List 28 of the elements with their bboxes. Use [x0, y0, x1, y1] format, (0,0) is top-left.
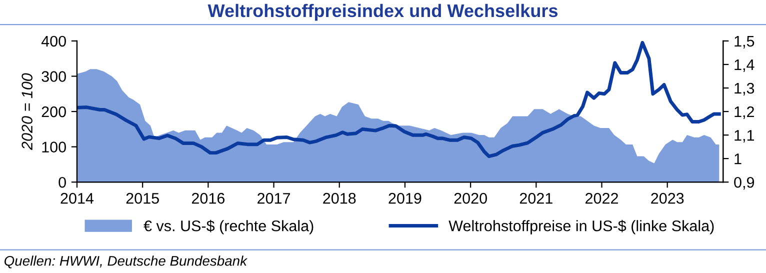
x-tick-label: 2021 [520, 192, 552, 204]
y-tick-label: 300 [42, 71, 66, 82]
legend-label: € vs. US-$ (rechte Skala) [144, 220, 314, 234]
chart-title: Weltrohstoffpreisindex und Wechselkurs [208, 4, 558, 21]
y2-tick-label: 0,9 [734, 176, 754, 190]
x-tick-label: 2014 [60, 192, 94, 204]
y-tick-label: 400 [41, 36, 66, 47]
y2-tick-label: 1,5 [734, 36, 754, 48]
y2-tick-label: 1,4 [734, 60, 754, 72]
x-tick-label: 2016 [192, 192, 224, 204]
source-note: Quellen: HWWI, Deutsche Bundesbank [4, 256, 248, 268]
x-tick-label: 2023 [651, 192, 684, 204]
x-tick-label: 2017 [258, 192, 290, 204]
line-series [76, 40, 721, 158]
y-tick-label: 100 [42, 142, 66, 152]
x-tick-label: 2018 [323, 192, 356, 204]
y2-tick-label: 1,3 [734, 82, 754, 96]
y2-tick-label: 1 [734, 154, 742, 164]
legend-label: Weltrohstoffpreise in US-$ (linke Skala) [448, 220, 714, 234]
y2-tick-label: 1,1 [734, 130, 754, 143]
x-tick-label: 2015 [126, 192, 159, 204]
x-tick-label: 2020 [454, 192, 487, 204]
x-tick-label: 2019 [388, 192, 422, 204]
x-tick-label: 2022 [586, 192, 618, 204]
y-tick-label: 0 [58, 176, 66, 188]
y-axis-title: 2020 = 100 [22, 73, 33, 150]
y-tick-label: 200 [42, 106, 66, 118]
y2-tick-label: 1,2 [734, 106, 754, 120]
